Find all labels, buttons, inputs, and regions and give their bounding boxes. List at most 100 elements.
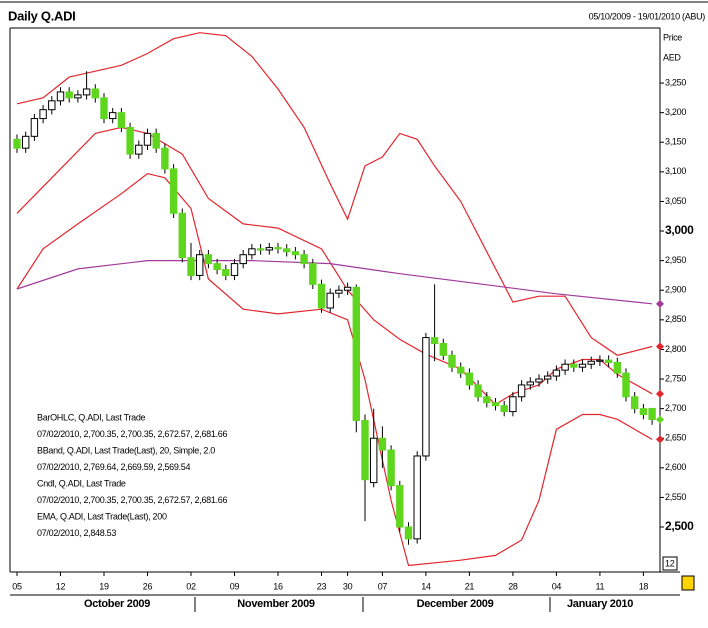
candle-body — [22, 135, 30, 149]
candle-body — [30, 118, 39, 137]
candle-body — [465, 372, 474, 386]
y-tick-label: 2,900 — [665, 285, 686, 295]
x-tick-label: 19 — [99, 581, 109, 591]
candle-body — [526, 381, 534, 386]
candle-body — [648, 407, 656, 420]
candle-body — [239, 254, 247, 265]
candle-body — [439, 343, 448, 356]
y-tick-label: 2,750 — [665, 373, 686, 383]
candle-body — [13, 138, 21, 149]
candle-body — [422, 337, 430, 457]
candle-body — [517, 384, 526, 398]
x-tick-label: 09 — [230, 581, 240, 591]
x-tick-label: 16 — [273, 581, 283, 591]
candle-body — [300, 254, 308, 265]
candle-body — [265, 247, 274, 251]
y-axis-label: Price — [663, 32, 682, 42]
legend-entry: EMA, Q.ADI, Last Trade(Last), 200 — [37, 511, 167, 521]
date-range: 05/10/2009 - 19/01/2010 (ABU) — [589, 11, 706, 21]
month-label: January 2010 — [567, 598, 633, 610]
candle-body — [631, 396, 639, 410]
candle-body — [639, 408, 648, 416]
y-axis-unit: AED — [663, 52, 681, 62]
candle-body — [430, 337, 439, 345]
candle-body — [570, 363, 578, 368]
y-tick-label: 3,050 — [665, 196, 686, 206]
x-tick-label: 14 — [421, 581, 431, 591]
y-tick-label: 2,650 — [665, 433, 686, 443]
x-tick-label: 12 — [56, 581, 66, 591]
candle-body — [213, 263, 221, 271]
indicator-line — [16, 32, 653, 356]
month-label: December 2009 — [417, 598, 494, 610]
corner-label: 12 — [665, 558, 675, 568]
candle-body — [117, 112, 126, 128]
candle-body — [91, 88, 99, 99]
x-tick-label: 30 — [343, 581, 353, 591]
candle-body — [100, 97, 108, 120]
y-tick-label: 2,850 — [665, 314, 686, 324]
candle-body — [474, 384, 482, 398]
candle-body — [535, 378, 543, 383]
candle-body — [552, 369, 561, 377]
candle-body — [343, 286, 352, 291]
candle-body — [483, 396, 491, 404]
legend-entry: BarOHLC, Q.ADI, Last Trade — [37, 412, 146, 422]
y-tick-label: 3,200 — [665, 107, 686, 117]
y-tick-label: 3,250 — [665, 77, 686, 87]
candle-body — [561, 363, 569, 371]
y-tick-label: 3,150 — [665, 137, 686, 147]
corner-box — [662, 556, 678, 571]
candle-body — [48, 100, 56, 111]
candle-body — [613, 361, 621, 374]
candle-body — [404, 526, 413, 540]
x-tick-label: 26 — [143, 581, 153, 591]
legend-entry: 07/02/2010, 2,700.35, 2,700.35, 2,672.57… — [37, 429, 227, 439]
x-tick-label: 07 — [378, 581, 388, 591]
candle-body — [500, 405, 508, 413]
x-tick-label: 02 — [186, 581, 196, 591]
candle-body — [178, 212, 187, 259]
month-label: November 2009 — [237, 598, 315, 610]
candle-body — [587, 360, 595, 365]
candle-body — [222, 269, 230, 276]
x-tick-label: 28 — [508, 581, 518, 591]
candle-body — [361, 419, 369, 481]
candle-body — [152, 132, 160, 149]
candle-body — [135, 144, 143, 155]
candle-body — [143, 132, 152, 146]
toolbar-icon[interactable] — [681, 575, 695, 591]
candle-body — [309, 263, 317, 285]
last-value-marker — [656, 342, 664, 351]
candle-body — [248, 248, 256, 256]
candle-body — [352, 286, 361, 421]
candle-body — [126, 126, 134, 155]
candle-body — [196, 254, 204, 276]
y-tick-label: 3,000 — [665, 223, 694, 237]
candle-body — [370, 437, 378, 484]
x-tick-label: 18 — [639, 581, 649, 591]
y-tick-label: 2,800 — [665, 344, 686, 354]
legend-entry: 07/02/2010, 2,700.35, 2,700.35, 2,672.57… — [37, 495, 227, 505]
candle-body — [317, 283, 326, 309]
candle-body — [396, 485, 404, 528]
candle-body — [204, 254, 213, 265]
y-tick-label: 3,100 — [665, 166, 686, 176]
last-value-marker — [656, 389, 664, 398]
y-tick-label: 2,950 — [665, 255, 686, 265]
last-value-marker — [656, 435, 664, 444]
candle-body — [283, 248, 291, 253]
candle-body — [387, 449, 395, 487]
candle-body — [544, 375, 552, 380]
x-tick-label: 04 — [552, 581, 562, 591]
y-tick-label: 2,700 — [665, 403, 686, 413]
last-value-marker — [656, 299, 664, 308]
candle-body — [291, 251, 300, 256]
candle-body — [578, 363, 587, 368]
candle-body — [169, 168, 178, 214]
candle-body — [274, 247, 282, 250]
indicator-line — [16, 260, 653, 305]
candle-body — [39, 109, 47, 120]
